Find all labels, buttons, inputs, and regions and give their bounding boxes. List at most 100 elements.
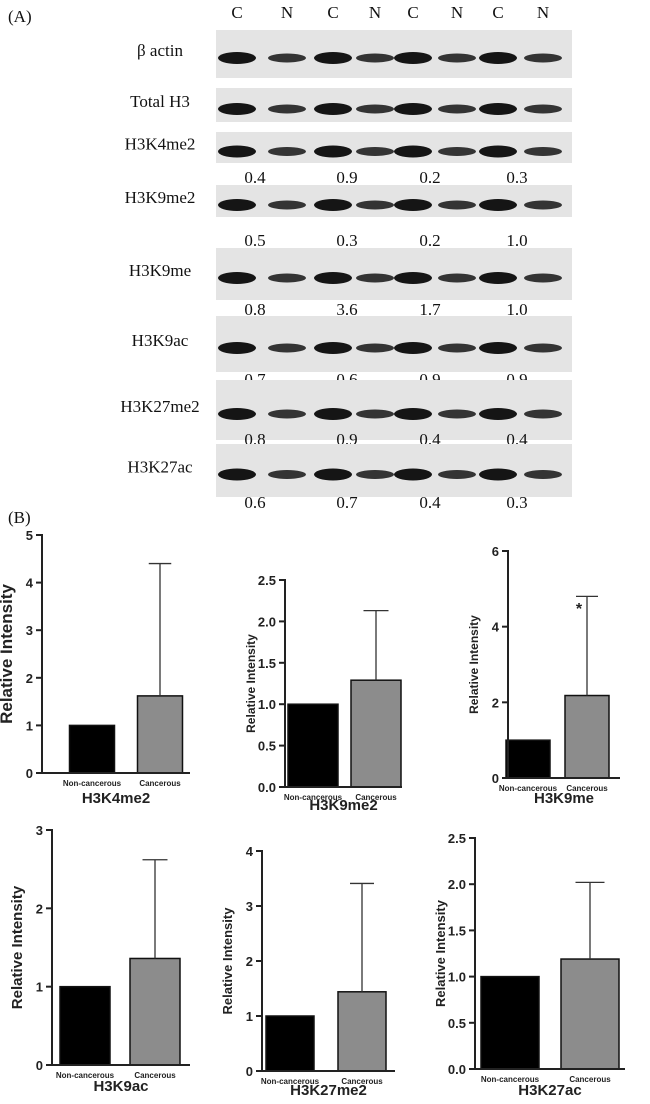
- blot-band: [479, 408, 517, 420]
- blot-band: [438, 273, 476, 283]
- blot-band: [524, 53, 562, 63]
- lane-label: N: [281, 3, 293, 22]
- blot-strip: [216, 185, 572, 217]
- y-tick-label: 1: [246, 1009, 253, 1024]
- error-bar: [363, 609, 389, 681]
- blot-band: [479, 342, 517, 354]
- ratio-label: 0.6: [244, 493, 265, 512]
- blot-band: [314, 342, 352, 354]
- y-tick-label: 0.5: [258, 739, 276, 754]
- panel-label: (A): [8, 7, 32, 26]
- blot-band: [356, 147, 394, 156]
- y-tick-label: 5: [26, 528, 33, 543]
- blot-band: [314, 468, 352, 481]
- lane-label: N: [537, 3, 549, 22]
- blot-band: [394, 468, 432, 481]
- blot-strip: [216, 444, 572, 497]
- x-axis-label: H3K9me: [534, 790, 594, 807]
- blot-band: [268, 200, 306, 210]
- bar: [505, 739, 551, 779]
- row-label: Total H3: [130, 92, 190, 111]
- error-bar: [350, 882, 374, 992]
- x-tick-label: Cancerous: [134, 1071, 176, 1080]
- x-axis-label: H3K9me2: [309, 797, 377, 814]
- x-tick-label: Non-cancerous: [284, 793, 343, 802]
- blot-band: [268, 273, 306, 283]
- x-tick-label: Non-cancerous: [56, 1071, 115, 1080]
- y-tick-label: 2: [36, 901, 43, 916]
- blot-band: [314, 408, 352, 420]
- blot-strip: [216, 30, 572, 78]
- blot-band: [394, 342, 432, 354]
- ratio-label: 0.3: [506, 168, 527, 187]
- y-axis-label: Relative Intensity: [9, 885, 26, 1009]
- blot-strip: [216, 316, 572, 372]
- ratio-label: 3.6: [336, 300, 357, 319]
- blot-band: [218, 272, 256, 284]
- blot-band: [524, 409, 562, 419]
- blot-band: [524, 147, 562, 156]
- lane-label: N: [451, 3, 463, 22]
- x-tick-label: Non-cancerous: [481, 1075, 540, 1084]
- x-tick-label: Cancerous: [139, 779, 181, 788]
- lane-label: C: [327, 3, 338, 22]
- blot-strip: [216, 132, 572, 163]
- bar: [287, 703, 339, 788]
- blot-band: [438, 470, 476, 479]
- blot-band: [479, 468, 517, 481]
- row-label: H3K9me2: [125, 188, 196, 207]
- blot-band: [479, 103, 517, 115]
- bar: [265, 1015, 315, 1072]
- blot-band: [524, 200, 562, 210]
- y-tick-label: 1: [36, 980, 43, 995]
- bar-chart: Non-cancerous Cancerous 0 1 2 3 Relative Inten…: [9, 823, 190, 1095]
- bar-chart: Non-cancerous Cancerous 0 1 2 3 4 5 Relative Int…: [0, 528, 190, 807]
- blot-band: [479, 52, 517, 64]
- blot-band: [218, 52, 256, 64]
- y-tick-label: 6: [492, 544, 499, 559]
- x-tick-label: Cancerous: [355, 793, 397, 802]
- x-axis-label: H3K27ac: [518, 1082, 581, 1099]
- ratio-label: 0.5: [244, 231, 265, 250]
- blot-band: [314, 145, 352, 158]
- blot-band: [356, 409, 394, 419]
- blot-band: [524, 343, 562, 353]
- y-tick-label: 2.5: [448, 831, 466, 846]
- x-tick-label: Cancerous: [341, 1077, 383, 1086]
- blot-band: [356, 53, 394, 63]
- blot-strip: [216, 248, 572, 300]
- blot-band: [268, 53, 306, 63]
- blot-band: [314, 272, 352, 284]
- blot-band: [268, 409, 306, 419]
- y-tick-label: 2.0: [258, 614, 276, 629]
- y-tick-label: 0.5: [448, 1016, 466, 1031]
- row-label: H3K9ac: [132, 331, 189, 350]
- blot-band: [314, 52, 352, 64]
- blot-band: [394, 199, 432, 211]
- y-axis-label: Relative Intensity: [0, 584, 16, 724]
- bar-chart: Non-cancerous Cancerous 0 2 4 6 Relative Inten…: [467, 544, 620, 807]
- blot-band: [314, 103, 352, 115]
- y-axis-label: Relative Intensity: [467, 615, 481, 714]
- lane-label: C: [407, 3, 418, 22]
- blot-band: [394, 272, 432, 284]
- y-tick-label: 4: [26, 576, 34, 591]
- y-tick-label: 2.0: [448, 877, 466, 892]
- ratio-label: 0.4: [419, 493, 441, 512]
- bar: [129, 957, 181, 1066]
- y-tick-label: 3: [36, 823, 43, 838]
- ratio-label: 0.2: [419, 231, 440, 250]
- y-axis-label: Relative Intensity: [433, 899, 448, 1007]
- blot-band: [268, 147, 306, 156]
- bar-chart: Non-cancerous Cancerous 0.0 0.5 1.0 1.5 2.0 2.5…: [244, 573, 402, 814]
- bar-chart: Non-cancerous Cancerous 0.0 0.5 1.0 1.5 2.0 2.5…: [433, 831, 625, 1099]
- row-label: H3K27me2: [120, 397, 199, 416]
- blot-band: [218, 103, 256, 115]
- blot-band: [218, 145, 256, 158]
- x-tick-label: Non-cancerous: [63, 779, 122, 788]
- blot-band: [438, 53, 476, 63]
- error-bar: [576, 595, 598, 696]
- y-tick-label: 1.5: [258, 656, 276, 671]
- x-tick-label: Cancerous: [569, 1075, 611, 1084]
